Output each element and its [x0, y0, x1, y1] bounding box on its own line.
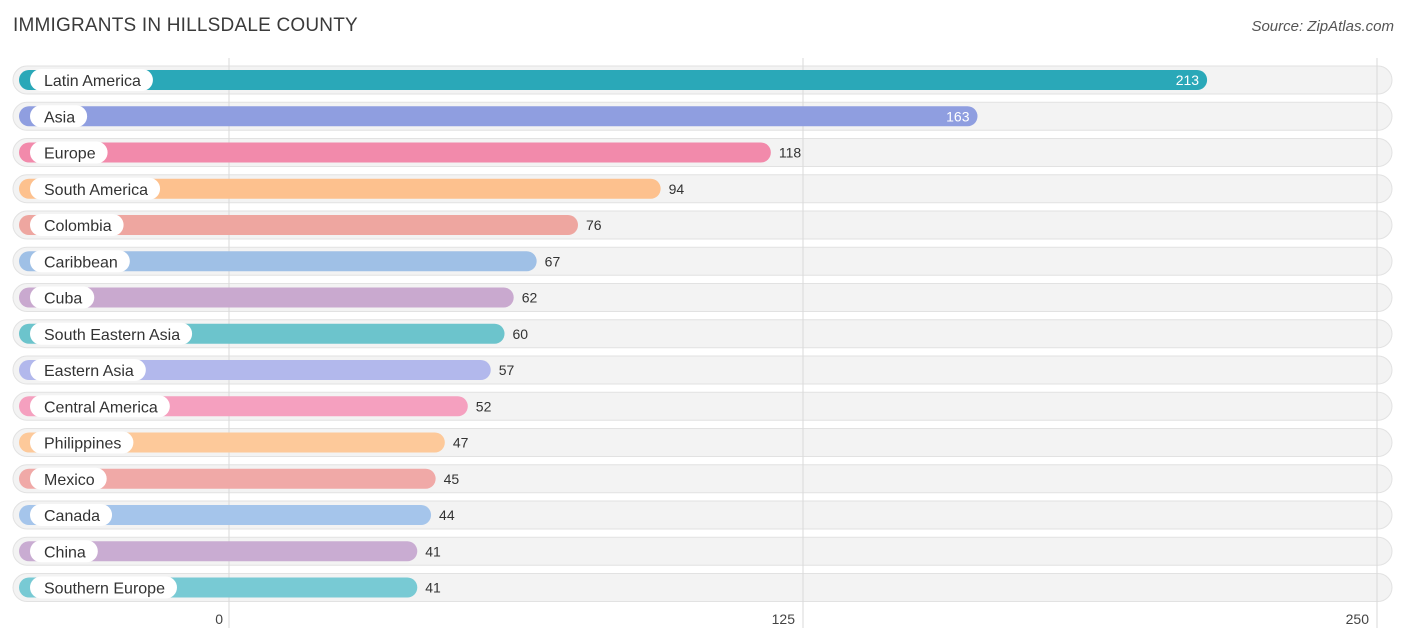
- category-pill: [30, 69, 153, 91]
- value-label: 94: [669, 181, 685, 197]
- category-pill: [30, 141, 108, 164]
- bar-row: Southern Europe 41: [19, 576, 441, 599]
- category-label: Canada: [44, 508, 100, 525]
- category-pill: [30, 576, 177, 599]
- chart-source: Source: ZipAtlas.com: [1251, 18, 1394, 35]
- bar: [19, 287, 514, 308]
- category-label: South America: [44, 182, 148, 199]
- bar: [19, 70, 1208, 90]
- category-pill: [30, 105, 88, 128]
- bar: [19, 178, 661, 199]
- bar-row: Latin America 213: [19, 69, 1208, 91]
- bar: [19, 251, 537, 272]
- category-pill: [30, 540, 98, 563]
- category-label: Central America: [44, 399, 158, 416]
- category-label: Mexico: [44, 472, 95, 489]
- category-label: Cuba: [44, 291, 82, 308]
- bar-row: China 41: [19, 540, 441, 563]
- bar: [19, 505, 432, 525]
- value-label: 52: [476, 398, 492, 414]
- category-pill: [30, 395, 170, 418]
- x-tick-label: 0: [215, 611, 223, 627]
- bar-row: Central America 52: [19, 395, 492, 418]
- category-label: South Eastern Asia: [44, 327, 180, 344]
- bar: [19, 106, 978, 127]
- value-label: 163: [946, 108, 970, 124]
- value-label: 41: [425, 543, 441, 559]
- category-label: Eastern Asia: [44, 363, 134, 380]
- value-label: 118: [779, 145, 802, 161]
- category-label: Asia: [44, 109, 75, 126]
- bar-row: Caribbean 67: [19, 250, 561, 273]
- bar-row: Eastern Asia 57: [19, 359, 515, 381]
- x-axis: 0 125 250: [215, 611, 1369, 627]
- value-label: 76: [586, 217, 602, 233]
- category-label: Philippines: [44, 436, 121, 453]
- category-label: Caribbean: [44, 254, 118, 271]
- category-pill: [30, 177, 161, 200]
- value-label: 41: [425, 580, 441, 596]
- category-label: Latin America: [44, 73, 141, 90]
- chart-title: IMMIGRANTS IN HILLSDALE COUNTY: [13, 15, 358, 36]
- value-label: 57: [499, 362, 515, 378]
- bar-row: Colombia 76: [19, 214, 602, 236]
- category-pill: [30, 214, 124, 236]
- category-label: Colombia: [44, 218, 112, 235]
- category-pill: [30, 467, 107, 490]
- category-label: Europe: [44, 146, 96, 163]
- value-label: 213: [1176, 72, 1200, 88]
- x-tick-label: 250: [1346, 611, 1370, 627]
- bar-row: Asia 163: [19, 105, 978, 128]
- value-label: 60: [513, 326, 529, 342]
- category-pill: [30, 322, 193, 345]
- bar: [19, 142, 771, 163]
- value-label: 67: [545, 253, 561, 269]
- bar-row: South America 94: [19, 177, 685, 200]
- bar-row: South Eastern Asia 60: [19, 322, 529, 345]
- value-label: 47: [453, 435, 469, 451]
- bar-row: Cuba 62: [19, 286, 538, 309]
- bar: [19, 215, 578, 235]
- category-pill: [30, 286, 95, 309]
- x-tick-label: 125: [772, 611, 796, 627]
- category-pill: [30, 250, 130, 273]
- value-label: 44: [439, 507, 455, 523]
- category-pill: [30, 431, 134, 454]
- bar: [19, 541, 418, 562]
- category-label: China: [44, 544, 86, 561]
- category-label: Southern Europe: [44, 581, 165, 598]
- bar-row: Canada 44: [19, 504, 455, 526]
- value-label: 45: [444, 471, 460, 487]
- bars: Latin America 213 Asia 163 Europe 118 South Am…: [19, 69, 1208, 599]
- bar: [19, 468, 436, 489]
- category-pill: [30, 504, 113, 526]
- bar-row: Europe 118: [19, 141, 802, 164]
- bar-row: Mexico 45: [19, 467, 460, 490]
- value-label: 62: [522, 290, 538, 306]
- category-pill: [30, 359, 146, 381]
- bar-row: Philippines 47: [19, 431, 469, 454]
